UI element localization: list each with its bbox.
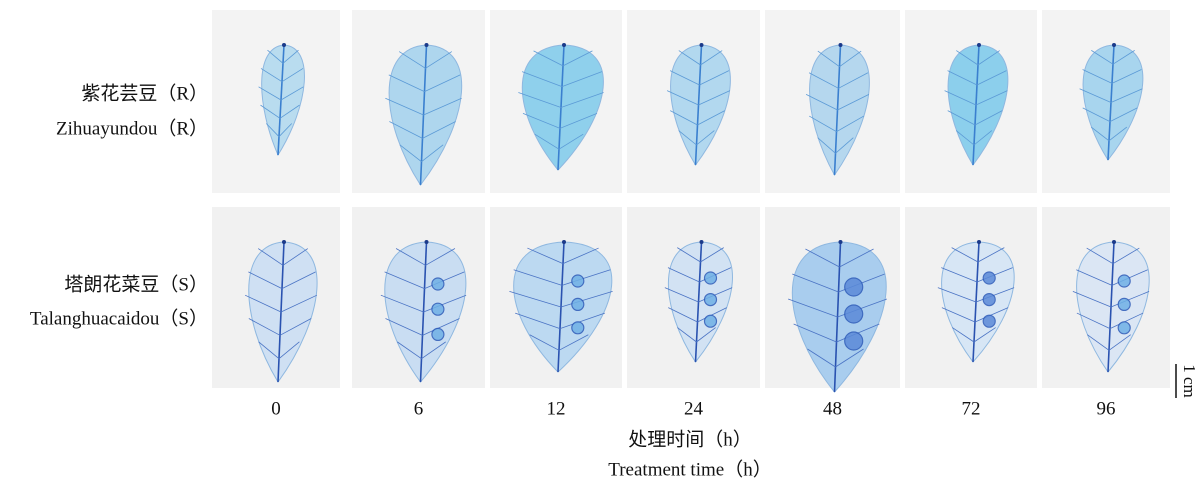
lesion [572, 322, 584, 334]
petiole-dot [700, 240, 704, 244]
petiole-dot [977, 240, 981, 244]
petiole-dot [700, 43, 704, 47]
lesion [983, 294, 995, 306]
axis-title-en: Treatment time（h） [608, 458, 771, 480]
axis-title-zh: 处理时间（h） [628, 428, 752, 450]
petiole-dot [425, 240, 429, 244]
lesion [432, 278, 444, 290]
lesion [845, 332, 863, 350]
column-label: 24 [684, 398, 704, 419]
petiole-dot [562, 43, 566, 47]
column-label: 72 [962, 398, 981, 419]
lesion [705, 294, 717, 306]
petiole-dot [839, 43, 843, 47]
lesion [572, 298, 584, 310]
row-label-zh: 紫花芸豆（R） [81, 82, 208, 104]
petiole-dot [1112, 43, 1116, 47]
petiole-dot [1112, 240, 1116, 244]
petiole-dot [282, 240, 286, 244]
lesion [432, 303, 444, 315]
petiole-dot [425, 43, 429, 47]
row-label-zh: 塔朗花菜豆（S） [64, 273, 208, 295]
column-label: 96 [1097, 398, 1116, 419]
lesion [432, 328, 444, 340]
column-label: 12 [547, 398, 566, 419]
scale-bar-label: 1 cm [1180, 364, 1199, 398]
lesion [845, 278, 863, 296]
row-label-en: Talanghuacaidou（S） [30, 307, 208, 329]
lesion [983, 272, 995, 284]
lesion [1118, 322, 1130, 334]
petiole-dot [839, 240, 843, 244]
column-label: 0 [271, 398, 281, 419]
lesion [705, 315, 717, 327]
column-label: 6 [414, 398, 424, 419]
petiole-dot [282, 43, 286, 47]
lesion [983, 315, 995, 327]
column-label: 48 [823, 398, 842, 419]
petiole-dot [562, 240, 566, 244]
row-label-en: Zihuayundou（R） [56, 117, 208, 139]
lesion [1118, 298, 1130, 310]
leaf-panels [212, 10, 1170, 392]
lesion [705, 272, 717, 284]
lesion [845, 305, 863, 323]
lesion [1118, 275, 1130, 287]
lesion [572, 275, 584, 287]
petiole-dot [977, 43, 981, 47]
figure: 紫花芸豆（R） Zihuayundou（R） 塔朗花菜豆（S） Talanghu… [0, 0, 1202, 486]
